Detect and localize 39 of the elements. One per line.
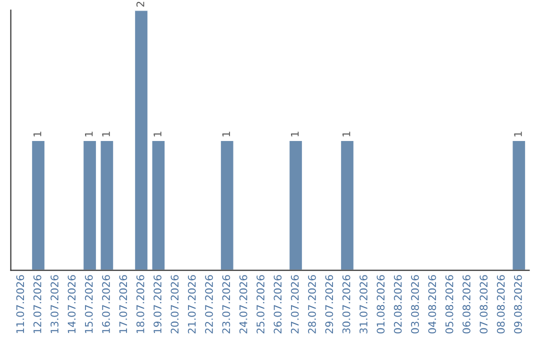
x-tick-label: 01.08.2026	[376, 275, 385, 334]
x-tick-label: 09.08.2026	[514, 275, 522, 334]
x-tick-label: 26.07.2026	[274, 275, 282, 334]
x-tick-label: 24.07.2026	[239, 275, 248, 334]
x-tick-label: 15.07.2026	[84, 275, 93, 333]
x-tick-label: 17.07.2026	[119, 275, 128, 333]
data-label: 1	[222, 132, 230, 136]
x-tick-label: 07.08.2026	[480, 275, 488, 334]
x-tick-label: 14.07.2026	[68, 275, 76, 333]
x-tick-label: 28.07.2026	[308, 275, 316, 334]
data-label: 1	[514, 132, 522, 136]
data-label: 1	[34, 132, 42, 136]
data-label: 1	[85, 132, 93, 136]
x-tick-label: 30.07.2026	[342, 275, 350, 334]
x-tick-label: 25.07.2026	[256, 275, 264, 334]
x-tick-label: 03.08.2026	[411, 275, 419, 334]
x-tick-label: 12.07.2026	[33, 275, 42, 333]
x-tick-label: 31.07.2026	[360, 275, 368, 334]
x-tick-label: 18.07.2026	[136, 275, 144, 333]
x-tick-label: 20.07.2026	[170, 275, 179, 334]
x-tick-label: 06.08.2026	[462, 275, 470, 334]
data-label: 1	[291, 132, 299, 136]
x-tick-label: 05.08.2026	[445, 275, 454, 334]
x-tick-label: 23.07.2026	[222, 275, 230, 334]
x-tick-label: 27.07.2026	[290, 275, 299, 334]
x-tick-label: 04.08.2026	[428, 275, 436, 334]
x-tick-label: 08.08.2026	[496, 275, 505, 334]
x-tick-label: 19.07.2026	[154, 275, 162, 333]
x-tick-label: 21.07.2026	[188, 275, 196, 334]
data-label: 2	[136, 2, 144, 7]
x-tick-label: 02.08.2026	[394, 275, 402, 334]
x-tick-label: 13.07.2026	[50, 275, 58, 333]
data-label: 1	[154, 132, 162, 136]
data-label: 1	[102, 132, 110, 136]
data-label: 1	[342, 132, 350, 136]
x-tick-label: 16.07.2026	[102, 275, 110, 333]
x-tick-label: 29.07.2026	[325, 275, 334, 334]
x-tick-label: 22.07.2026	[205, 275, 213, 334]
x-tick-label: 11.07.2026	[16, 275, 24, 333]
